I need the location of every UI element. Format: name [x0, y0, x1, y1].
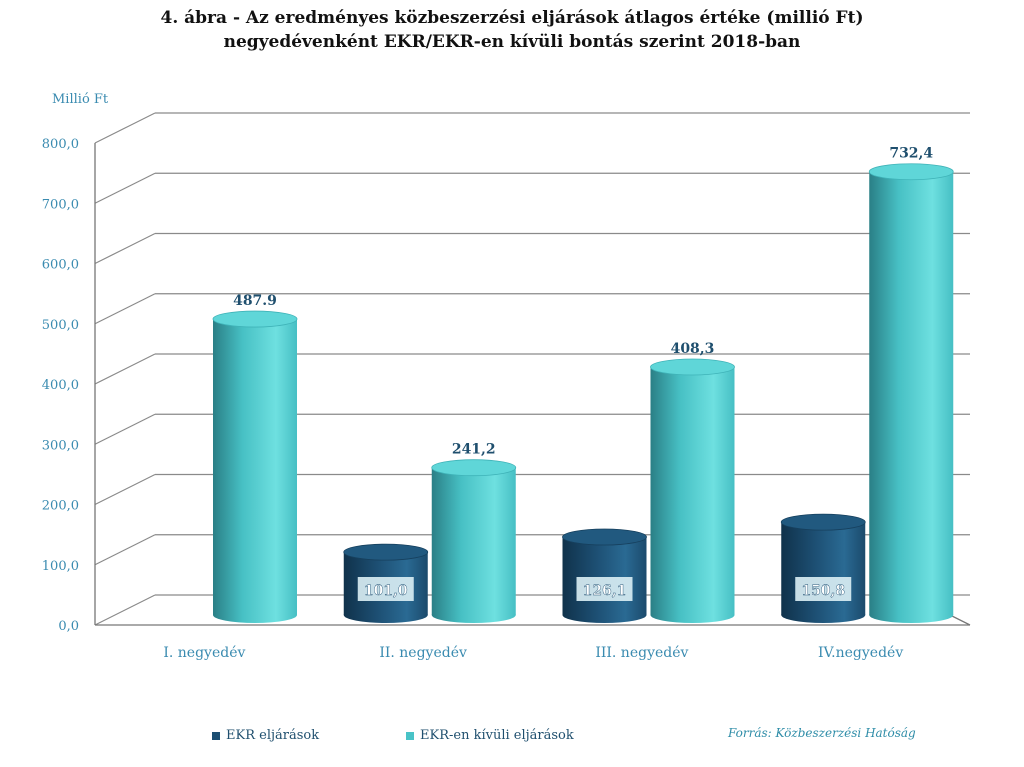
source-note: Forrás: Közbeszerzési Hatóság: [728, 726, 916, 740]
y-unit-label: Millió Ft: [52, 92, 109, 107]
chart-title: 4. ábra - Az eredményes közbeszerzési el…: [0, 6, 1024, 54]
bar-body: [869, 171, 954, 615]
gridline-diag: [94, 353, 156, 385]
data-label: 126,1: [583, 583, 627, 599]
bar-top: [562, 528, 647, 546]
data-label: 732,4: [889, 146, 933, 162]
legend-label-non-ekr: EKR-en kívüli eljárások: [420, 728, 574, 743]
gridline-diag: [94, 413, 156, 445]
x-tick-label: IV.negyedév: [818, 645, 903, 661]
y-tick-label: 100,0: [42, 559, 79, 574]
gridline-diag: [94, 232, 156, 265]
legend-item-non-ekr: EKR-en kívüli eljárások: [406, 728, 574, 743]
legend-swatch-ekr: [212, 731, 220, 740]
bar-base: [343, 607, 428, 623]
gridline-diag: [94, 594, 156, 626]
y-tick-label: 200,0: [42, 499, 79, 514]
x-tick-label: III. negyedév: [595, 645, 688, 661]
bar-base: [213, 607, 297, 623]
chart-title-line2: negyedévenként EKR/EKR-en kívüli bontás …: [223, 32, 801, 52]
data-label: 487.9: [233, 293, 277, 309]
legend-label-ekr: EKR eljárások: [226, 728, 320, 743]
data-label-box: [576, 577, 633, 601]
y-tick-label: 0,0: [58, 619, 79, 634]
y-tick-label: 400,0: [42, 378, 79, 393]
chart-title-line1: 4. ábra - Az eredményes közbeszerzési el…: [160, 8, 864, 28]
y-tick-label: 500,0: [42, 318, 79, 333]
x-tick-label: II. negyedév: [379, 645, 467, 661]
y-tick-label: 800,0: [42, 137, 79, 152]
data-label-box: [357, 577, 414, 601]
y-tick-label: 600,0: [42, 258, 79, 273]
gridline-diag: [94, 534, 156, 566]
data-label: 241,2: [452, 442, 496, 458]
bar-top: [212, 310, 298, 328]
gridline-diag: [94, 172, 156, 204]
data-label: 150,8: [801, 583, 845, 599]
bar-top: [868, 163, 954, 181]
x-tick-label: I. negyedév: [163, 645, 245, 661]
bar-base: [781, 607, 866, 623]
legend-item-ekr: EKR eljárások: [212, 728, 319, 743]
bar-top: [431, 459, 517, 477]
bar-base: [562, 607, 647, 623]
bar-body: [781, 522, 866, 615]
gridline-diag: [94, 112, 156, 144]
bar-body: [562, 537, 647, 615]
label-layer: 487.9 101,0 241,2 126,1 408,3 150,8 732,4: [233, 146, 933, 601]
y-tick-label: 700,0: [42, 197, 79, 212]
data-label: 101,0: [364, 583, 408, 599]
bar-base: [431, 607, 516, 623]
data-label: 408,3: [671, 341, 715, 357]
legend-swatch-non-ekr: [406, 731, 414, 740]
gridline-diag: [94, 473, 156, 506]
y-tick-label: 300,0: [42, 438, 79, 453]
bar-base: [869, 607, 954, 623]
data-label-box: [795, 577, 852, 601]
bar-body: [650, 366, 735, 615]
legend: EKR eljárások EKR-en kívüli eljárások: [0, 728, 1024, 748]
bar-top: [650, 358, 735, 376]
gridline-diag: [94, 293, 156, 325]
bar-body: [213, 319, 297, 615]
axis-layer: 0,0 100,0 200,0 300,0 400,0 500,0 600,0 700,0 80…: [42, 137, 971, 661]
bar-base: [650, 607, 735, 623]
bar-body: [431, 467, 516, 615]
bar-top: [780, 513, 866, 531]
bar-top: [343, 543, 429, 561]
bar-layer: [212, 163, 954, 623]
